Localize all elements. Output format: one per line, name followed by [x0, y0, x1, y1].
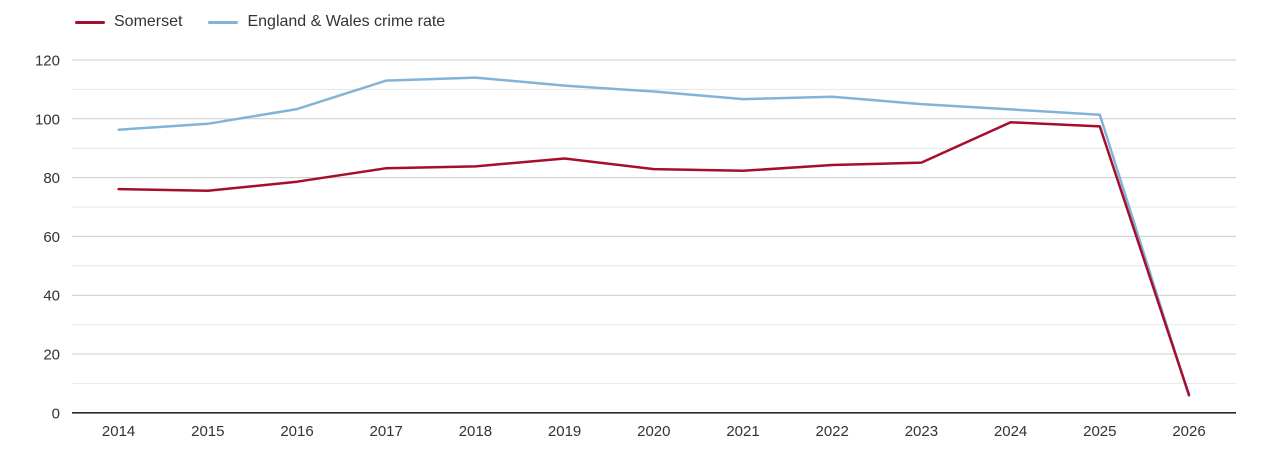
- major-gridlines: [72, 59, 1236, 355]
- svg-text:2019: 2019: [548, 423, 581, 440]
- svg-text:40: 40: [43, 288, 60, 305]
- x-axis-labels: 2014 2015 2016 2017 2018 2019 2020 2021 2022 2023…: [102, 423, 1206, 440]
- svg-text:2021: 2021: [726, 423, 759, 440]
- svg-text:2016: 2016: [280, 423, 313, 440]
- legend-label-england-wales: England & Wales crime rate: [247, 13, 446, 30]
- svg-text:20: 20: [43, 347, 60, 364]
- svg-text:120: 120: [35, 53, 60, 70]
- svg-text:100: 100: [35, 111, 60, 128]
- svg-text:2014: 2014: [102, 423, 135, 440]
- svg-text:2017: 2017: [370, 423, 403, 440]
- legend-item-somerset[interactable]: Somerset: [75, 13, 182, 31]
- legend-item-england-wales[interactable]: England & Wales crime rate: [208, 13, 445, 31]
- chart-legend: Somerset England & Wales crime rate: [75, 13, 445, 31]
- svg-text:0: 0: [52, 405, 60, 422]
- svg-text:2022: 2022: [816, 423, 849, 440]
- somerset-line-swatch: [75, 20, 105, 24]
- svg-text:2026: 2026: [1172, 423, 1205, 440]
- minor-gridlines: [72, 88, 1236, 384]
- series-line-0: [117, 121, 1191, 397]
- y-axis-labels: 0 20 40 60 80 100 120: [35, 53, 60, 423]
- england-wales-line-swatch: [208, 20, 239, 24]
- svg-text:2020: 2020: [637, 423, 670, 440]
- svg-text:2024: 2024: [994, 423, 1027, 440]
- svg-text:2018: 2018: [459, 423, 492, 440]
- svg-text:2023: 2023: [905, 423, 938, 440]
- svg-text:80: 80: [43, 170, 60, 187]
- svg-text:2015: 2015: [191, 423, 224, 440]
- series-line-1: [117, 76, 1191, 397]
- legend-label-somerset: Somerset: [114, 13, 183, 30]
- svg-text:60: 60: [43, 229, 60, 246]
- svg-text:2025: 2025: [1083, 423, 1116, 440]
